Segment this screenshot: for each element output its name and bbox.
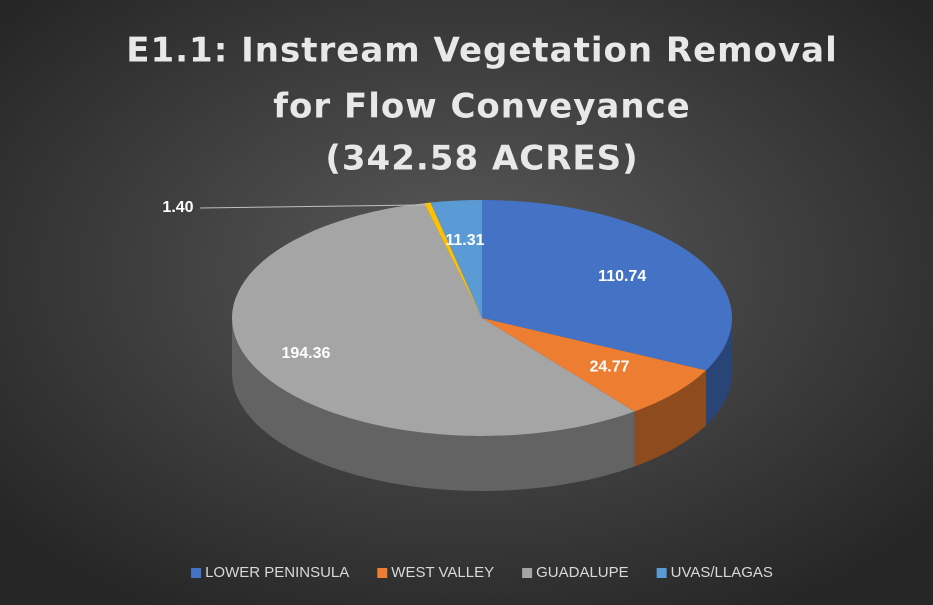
data-label: 194.36 <box>281 345 330 362</box>
legend-label: LOWER PENINSULA <box>205 564 349 581</box>
data-label: 1.40 <box>162 199 193 216</box>
legend-swatch <box>656 568 667 578</box>
data-label: 24.77 <box>590 359 630 376</box>
slice-side <box>634 370 706 467</box>
data-label: 11.31 <box>445 232 484 249</box>
slice <box>482 200 733 371</box>
legend-swatch <box>191 568 202 578</box>
legend-label: GUADALUPE <box>536 564 629 581</box>
legend-swatch <box>377 568 388 578</box>
chart-title: E1.1: Instream Vegetation Removal <box>126 31 837 71</box>
leader-line <box>199 204 428 209</box>
data-label: 110.74 <box>598 268 646 285</box>
slice-side <box>232 318 635 492</box>
slice <box>231 203 635 436</box>
legend-label: WEST VALLEY <box>391 564 494 581</box>
slice-side <box>705 318 732 426</box>
slice <box>424 202 482 318</box>
chart-title: for Flow Conveyance <box>273 87 691 127</box>
legend-label: UVAS/LLAGAS <box>671 564 773 581</box>
slice <box>482 318 706 412</box>
slice <box>430 200 482 318</box>
legend-swatch <box>522 568 533 578</box>
chart-title: (342.58 ACRES) <box>325 139 638 179</box>
